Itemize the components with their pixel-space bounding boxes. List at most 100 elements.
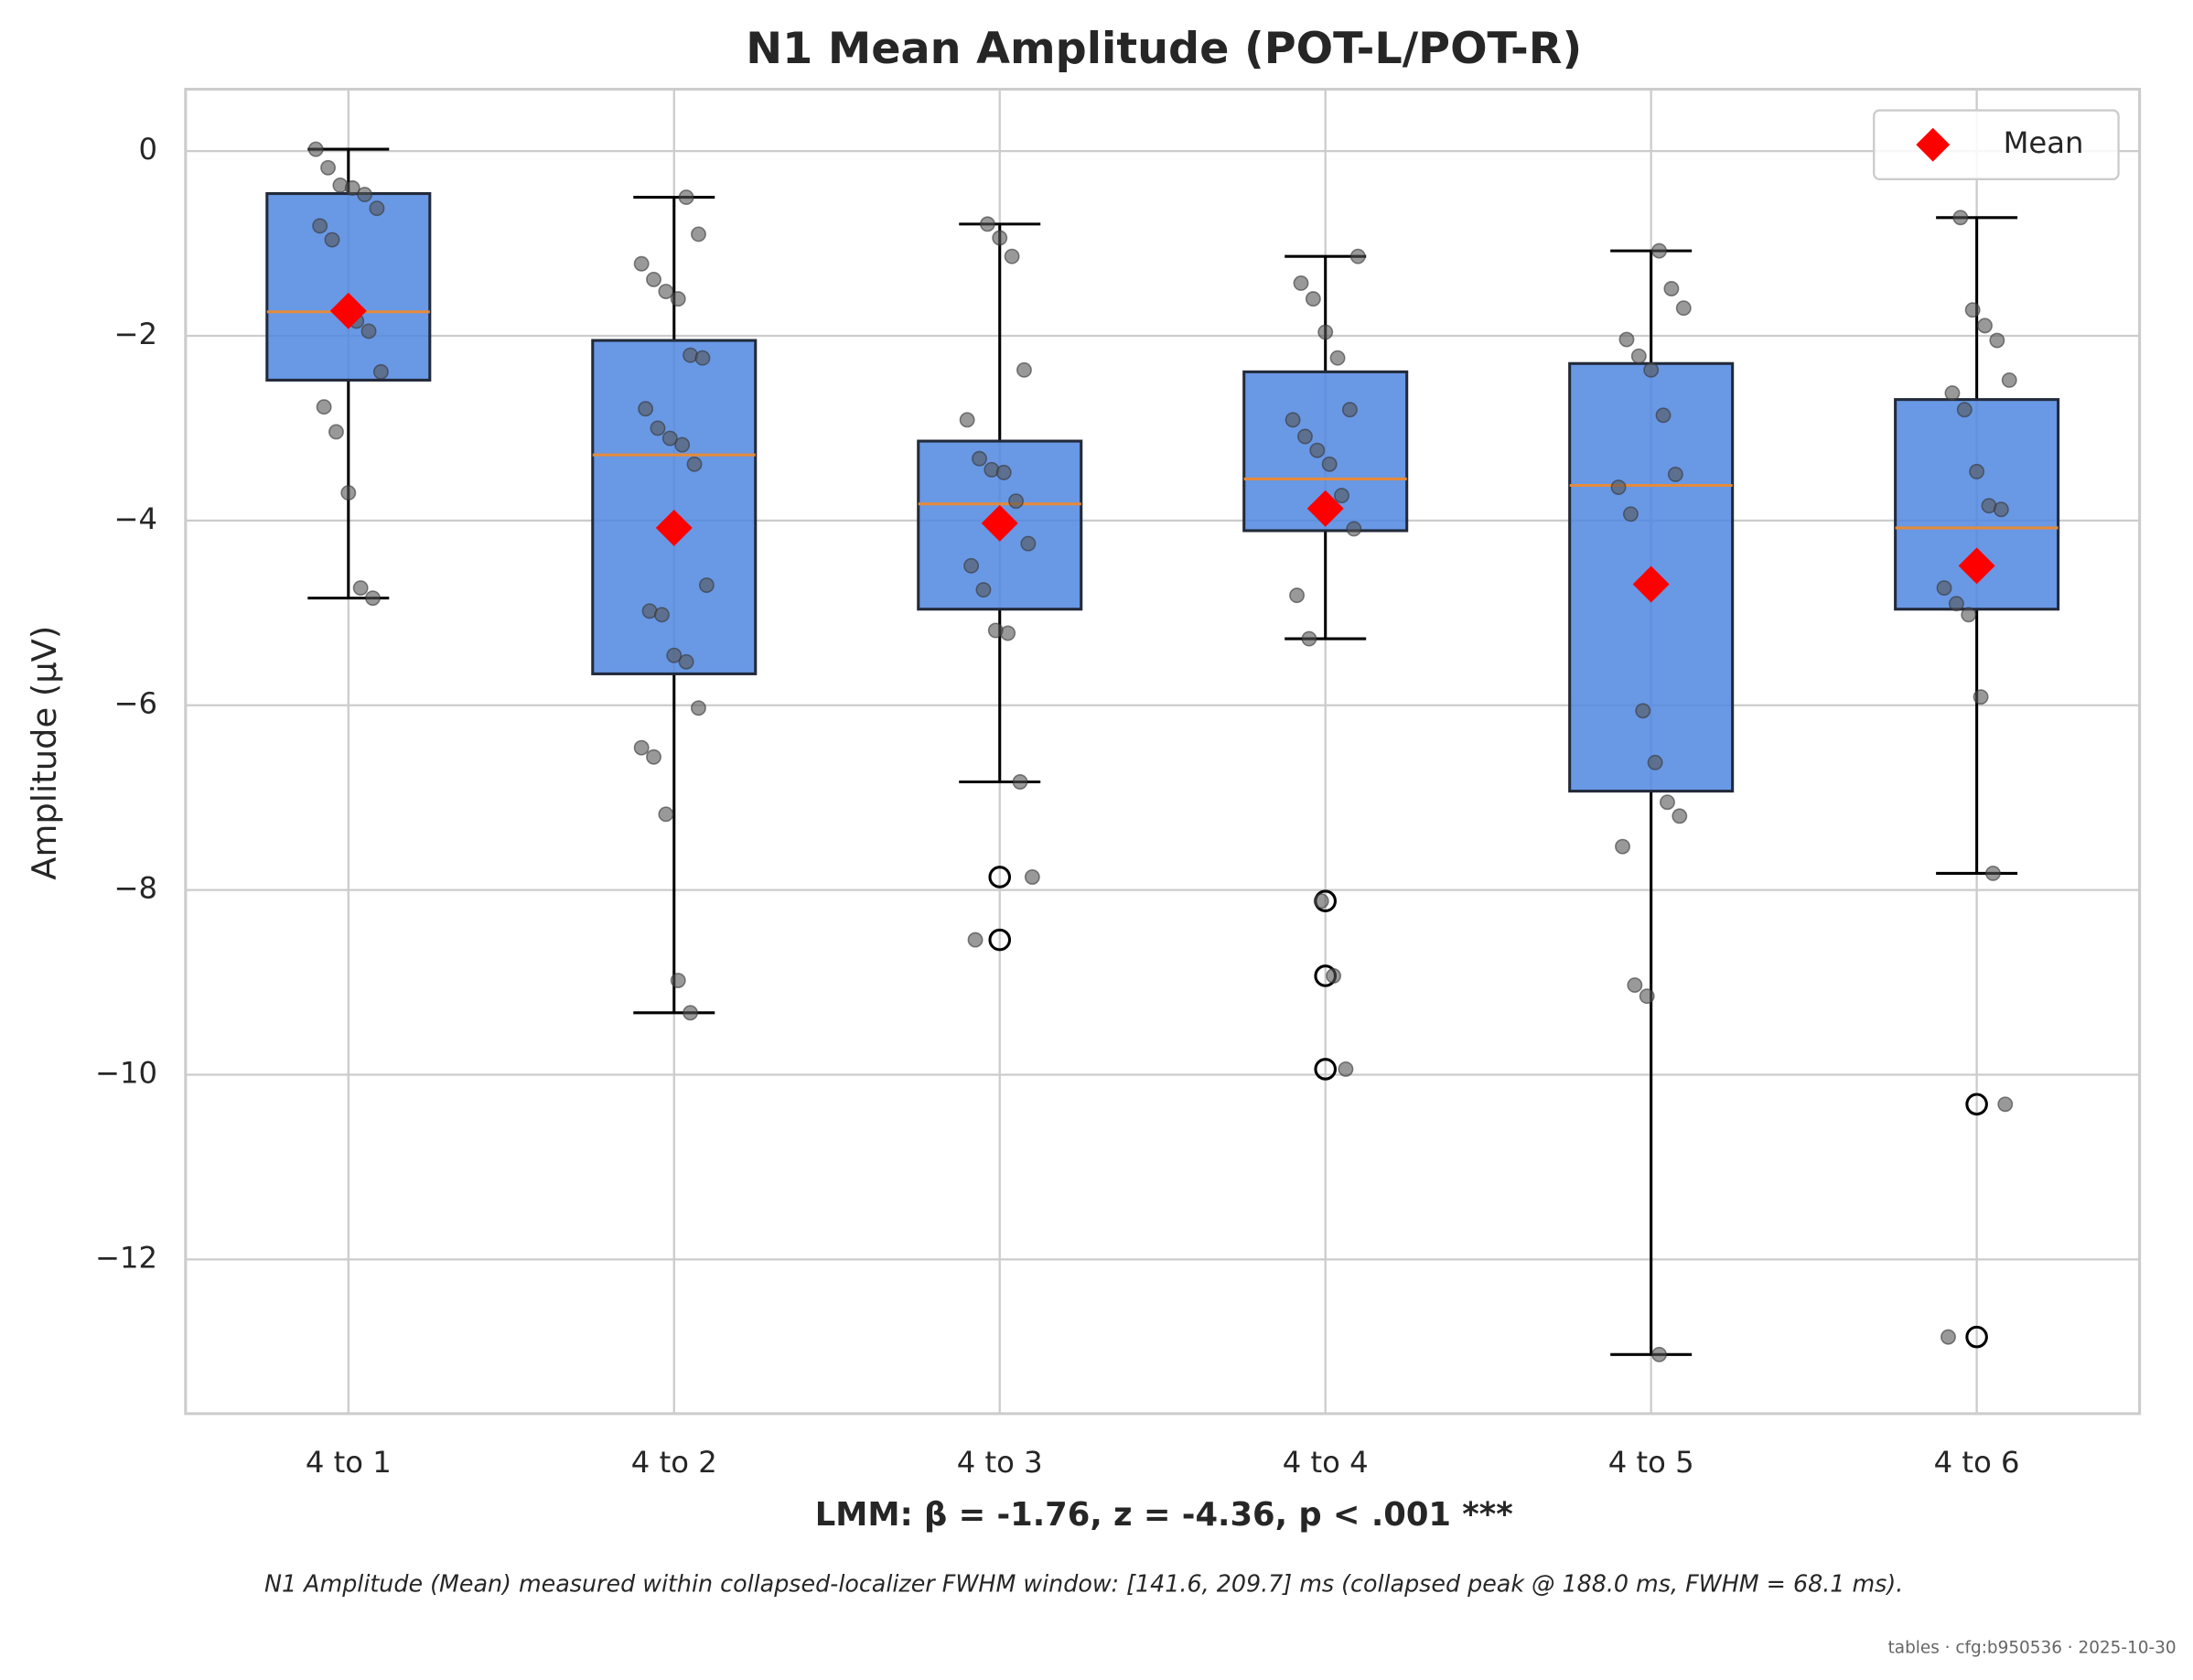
y-tick-label: −12: [95, 1240, 157, 1275]
stamp: tables · cfg:b950536 · 2025-10-30: [1888, 1639, 2177, 1658]
data-point: [1615, 838, 1630, 855]
x-tick-label: 4 to 4: [1283, 1445, 1369, 1480]
data-point: [678, 653, 694, 670]
data-point: [1610, 479, 1627, 495]
data-point: [646, 271, 661, 287]
data-point: [1977, 318, 1993, 334]
data-point: [1317, 324, 1334, 340]
data-point: [1341, 402, 1358, 418]
mean-marker: [981, 504, 1018, 542]
data-point: [691, 226, 706, 242]
data-point: [650, 420, 666, 436]
data-point: [1675, 300, 1692, 317]
data-point: [1643, 361, 1660, 378]
data-point: [1000, 625, 1016, 641]
data-point: [975, 582, 992, 598]
data-point: [674, 436, 691, 453]
data-point: [967, 932, 984, 948]
outlier: [1965, 1093, 1988, 1116]
data-point: [1285, 412, 1301, 428]
data-point: [1984, 865, 2001, 881]
data-point: [1016, 361, 1032, 378]
data-point: [1635, 703, 1651, 719]
chart-title: N1 Mean Amplitude (POT-L/POT-R): [746, 24, 1582, 74]
data-point: [691, 700, 706, 716]
x-tick-label: 4 to 6: [1934, 1445, 2020, 1480]
data-point: [686, 456, 703, 472]
data-point: [1961, 607, 1977, 623]
data-point: [1338, 1061, 1354, 1077]
data-point: [340, 485, 357, 501]
data-point: [1964, 302, 1981, 318]
data-point: [995, 464, 1012, 480]
data-point: [1639, 988, 1655, 1005]
data-point: [1326, 968, 1342, 984]
mean-marker: [329, 292, 367, 329]
data-point: [666, 647, 683, 663]
y-tick-label: −8: [114, 871, 158, 906]
outlier: [988, 866, 1012, 888]
data-point: [1663, 281, 1680, 296]
data-point: [646, 748, 661, 765]
data-point: [328, 424, 344, 440]
y-tick-label: −10: [95, 1055, 157, 1090]
data-point: [979, 216, 995, 232]
data-point: [360, 323, 377, 339]
data-point: [352, 580, 369, 596]
data-point: [638, 401, 654, 417]
plot-frame: [184, 87, 2142, 1416]
data-point: [1008, 493, 1024, 510]
data-point: [1944, 385, 1961, 402]
data-point: [320, 159, 337, 176]
y-axis-label: Amplitude (μV): [25, 626, 64, 880]
data-point: [1672, 808, 1688, 824]
data-point: [1334, 488, 1349, 504]
data-point: [1301, 630, 1317, 647]
data-point: [661, 430, 678, 447]
data-point: [1651, 242, 1668, 259]
data-point: [1989, 332, 2005, 349]
x-tick-label: 4 to 5: [1608, 1445, 1694, 1480]
data-point: [1997, 1096, 2014, 1113]
x-axis-label: LMM: β = -1.76, z = -4.36, p < .001 ***: [815, 1496, 1513, 1534]
data-point: [357, 187, 373, 203]
data-point: [1660, 794, 1675, 811]
data-point: [1618, 331, 1635, 348]
footnote: N1 Amplitude (Mean) measured within coll…: [264, 1569, 1903, 1597]
data-point: [1936, 580, 1952, 596]
data-point: [307, 141, 324, 157]
x-tick-label: 4 to 1: [306, 1445, 392, 1480]
data-point: [1622, 506, 1639, 522]
legend-label: Mean: [2004, 125, 2084, 160]
data-point: [1948, 596, 1964, 612]
data-point: [992, 230, 1008, 246]
data-point: [698, 577, 715, 593]
data-point: [1024, 869, 1040, 885]
data-point: [1313, 893, 1329, 910]
data-point: [1004, 248, 1020, 264]
mean-marker: [1958, 547, 1995, 585]
outlier: [1965, 1325, 1988, 1349]
data-point: [1329, 350, 1346, 366]
data-point: [1651, 1346, 1668, 1362]
x-tick-label: 4 to 3: [957, 1445, 1043, 1480]
data-point: [1993, 501, 2009, 518]
data-point: [963, 557, 980, 574]
y-tick-label: −2: [114, 317, 158, 351]
data-point: [1952, 210, 1969, 226]
data-point: [1012, 774, 1028, 790]
data-point: [1647, 754, 1663, 770]
data-point: [1627, 977, 1643, 994]
legend-box: [1873, 109, 2120, 180]
data-point: [372, 363, 389, 380]
outlier: [988, 928, 1012, 952]
data-point: [1956, 402, 1973, 418]
data-point: [633, 739, 650, 756]
data-point: [653, 607, 670, 623]
data-point: [1940, 1329, 1956, 1345]
data-point: [670, 291, 686, 307]
data-point: [1346, 521, 1362, 537]
y-tick-label: 0: [139, 132, 158, 167]
data-point: [1630, 348, 1647, 364]
